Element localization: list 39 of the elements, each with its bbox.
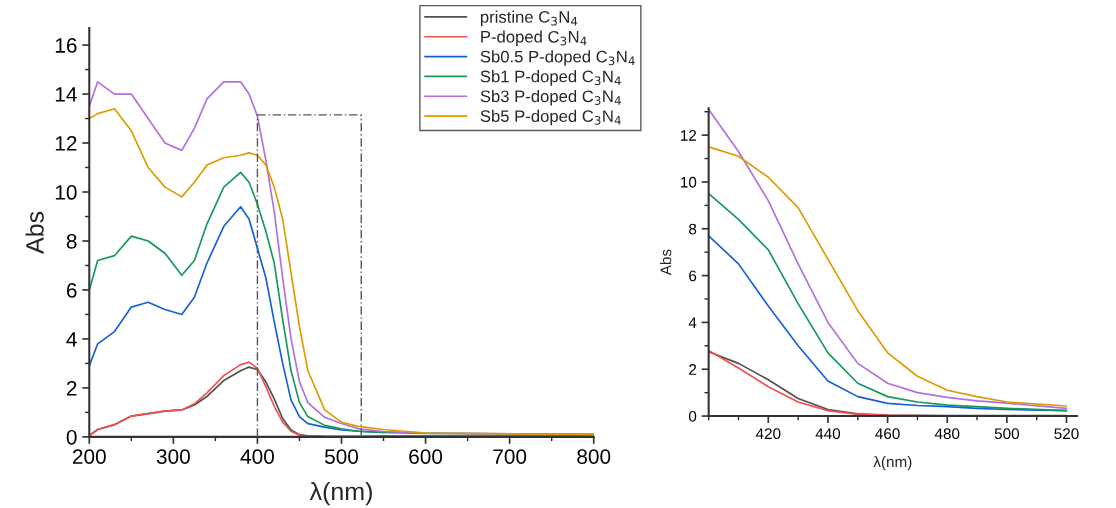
legend-label: Sb0.5 P-doped C$_{3}$N$_{4}$ (480, 50, 635, 66)
x-tick-label: 420 (755, 428, 781, 440)
y-tick-label: 8 (66, 233, 77, 249)
y-tick-label: 10 (681, 176, 697, 188)
legend-label: pristine C$_{3}$N$_{4}$ (480, 10, 578, 27)
x-tick-label: 300 (156, 449, 190, 464)
y-tick-label: 6 (66, 282, 77, 298)
x-tick-label: 500 (994, 428, 1020, 440)
y-tick-label: 6 (689, 270, 697, 282)
y-tick-label: 2 (689, 364, 697, 375)
x-axis-title: λ(nm) (873, 455, 912, 471)
x-tick-label: 480 (934, 428, 960, 440)
x-tick-label: 400 (240, 449, 274, 464)
x-tick-label: 700 (493, 449, 527, 464)
x-tick-label: 520 (1054, 428, 1079, 440)
y-tick-label: 8 (689, 223, 697, 235)
y-tick-label: 2 (66, 380, 77, 396)
y-tick-label: 14 (55, 87, 77, 102)
x-tick-label: 460 (875, 428, 900, 440)
y-tick-label: 10 (55, 185, 77, 200)
x-tick-label: 200 (72, 449, 106, 464)
y-tick-label: 16 (55, 38, 77, 53)
legend-label: Sb1 P-doped C$_{3}$N$_{4}$ (480, 70, 621, 86)
x-tick-label: 800 (577, 449, 611, 464)
x-axis-title: λ(nm) (309, 481, 372, 506)
x-tick-label: 500 (324, 449, 359, 464)
y-tick-label: 4 (688, 317, 697, 328)
y-axis-title: Abs (660, 249, 672, 276)
legend-label: P-doped C$_{3}$N$_{4}$ (481, 30, 587, 46)
y-axis-title: Abs (25, 211, 44, 254)
x-tick-label: 600 (409, 449, 443, 464)
y-tick-label: 4 (66, 332, 77, 347)
y-tick-label: 0 (66, 429, 77, 445)
legend-label: Sb5 P-doped C$_{3}$N$_{4}$ (480, 109, 621, 126)
y-tick-label: 12 (55, 136, 77, 151)
legend-label: Sb3 P-doped C$_{3}$N$_{4}$ (480, 89, 621, 106)
y-tick-label: 12 (681, 129, 697, 141)
x-tick-label: 440 (815, 428, 841, 440)
y-tick-label: 0 (688, 410, 697, 422)
